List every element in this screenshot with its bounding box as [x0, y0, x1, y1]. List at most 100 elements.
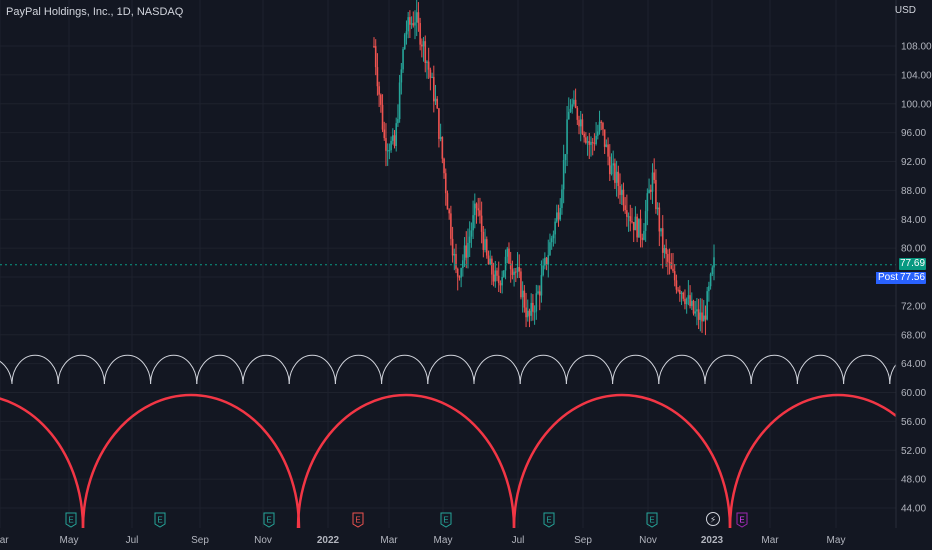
candle-body — [463, 245, 466, 261]
candle-body — [552, 234, 555, 239]
candle — [540, 260, 543, 303]
earnings-marker[interactable]: E — [263, 512, 275, 528]
candle — [661, 215, 664, 269]
currency-label[interactable]: USD — [894, 5, 916, 16]
candle — [573, 90, 575, 107]
candle-body — [622, 189, 625, 206]
candle — [446, 190, 449, 210]
candle — [432, 65, 435, 113]
candle-body — [549, 242, 551, 256]
price-tick-label: 100.00 — [901, 99, 932, 110]
candle — [706, 286, 708, 321]
candle — [403, 32, 406, 50]
candle — [391, 128, 394, 145]
candle — [591, 138, 594, 156]
candle — [677, 287, 679, 293]
candle-body — [398, 82, 401, 120]
candle-body — [550, 238, 553, 243]
candle — [407, 11, 409, 39]
candle — [424, 35, 427, 73]
candle-body — [487, 255, 490, 265]
candle — [482, 225, 485, 258]
svg-text:E: E — [266, 516, 271, 525]
candle — [588, 132, 591, 160]
small-cycle-arc — [196, 354, 244, 385]
candle — [556, 204, 558, 224]
earnings-marker[interactable]: E — [65, 512, 77, 528]
candle-body — [648, 189, 650, 194]
candle-body — [458, 276, 461, 278]
candle — [537, 285, 539, 295]
earnings-marker[interactable]: E — [440, 512, 452, 528]
candle — [620, 184, 623, 205]
time-tick-label: Mar — [380, 535, 398, 546]
candle-body — [617, 171, 620, 187]
candle — [485, 236, 488, 259]
candle — [385, 123, 387, 167]
small-cycle-arc — [288, 354, 336, 385]
candle — [550, 235, 553, 250]
candle-body — [385, 138, 387, 151]
earnings-marker[interactable]: E — [154, 512, 166, 528]
candle-body — [424, 41, 427, 63]
candle-body — [667, 254, 669, 262]
candle — [689, 285, 691, 309]
candle — [675, 274, 678, 294]
candle-body — [415, 12, 418, 23]
candle-body — [465, 245, 468, 258]
candle — [492, 262, 495, 287]
candle-body — [597, 131, 599, 136]
candle-body — [583, 133, 585, 138]
candle-body — [620, 189, 623, 195]
candle — [509, 251, 512, 283]
candle — [444, 168, 447, 206]
candle-body — [503, 270, 505, 277]
candle-body — [672, 268, 674, 272]
small-cycle-arc — [658, 354, 706, 385]
earnings-marker[interactable]: E — [543, 512, 555, 528]
candle-body — [388, 150, 391, 152]
candle — [658, 202, 661, 247]
time-tick-label: Sep — [574, 535, 592, 546]
candle — [667, 249, 669, 275]
time-tick-label: Mar — [0, 535, 9, 546]
candle-body — [532, 302, 534, 312]
price-tick-label: 56.00 — [901, 417, 926, 428]
candle-body — [538, 291, 541, 296]
candle — [566, 105, 568, 167]
candle — [581, 113, 584, 136]
candle-body — [443, 158, 445, 174]
candle-body — [407, 17, 409, 32]
candle-body — [453, 253, 456, 256]
time-tick-label: Nov — [254, 535, 272, 546]
candle — [393, 130, 396, 149]
candle-body — [405, 31, 408, 35]
candle-body — [537, 291, 539, 294]
candle-body — [451, 238, 454, 256]
small-cycle-arc — [150, 354, 198, 385]
candle-body — [614, 163, 616, 183]
post-market-price-tag: 77.56 — [899, 272, 926, 284]
candle — [475, 202, 478, 224]
candle — [583, 131, 585, 143]
candle-body — [530, 302, 532, 316]
candle-body — [660, 228, 662, 232]
candle-body — [581, 119, 584, 134]
candle-body — [668, 261, 671, 263]
candle-body — [656, 207, 659, 210]
candle — [468, 221, 471, 257]
dividend-marker[interactable]: ⚡ — [706, 512, 720, 526]
candle-body — [687, 295, 690, 299]
small-cycle-arc — [565, 354, 614, 385]
candle-body — [508, 248, 510, 264]
candle-body — [427, 61, 430, 70]
candle-body — [605, 144, 608, 147]
candle — [709, 272, 712, 290]
earnings-marker[interactable]: E — [646, 512, 658, 528]
candle — [412, 11, 415, 28]
earnings-marker[interactable]: E — [352, 512, 364, 528]
earnings-marker[interactable]: E — [736, 512, 748, 528]
price-tick-label: 44.00 — [901, 504, 926, 515]
